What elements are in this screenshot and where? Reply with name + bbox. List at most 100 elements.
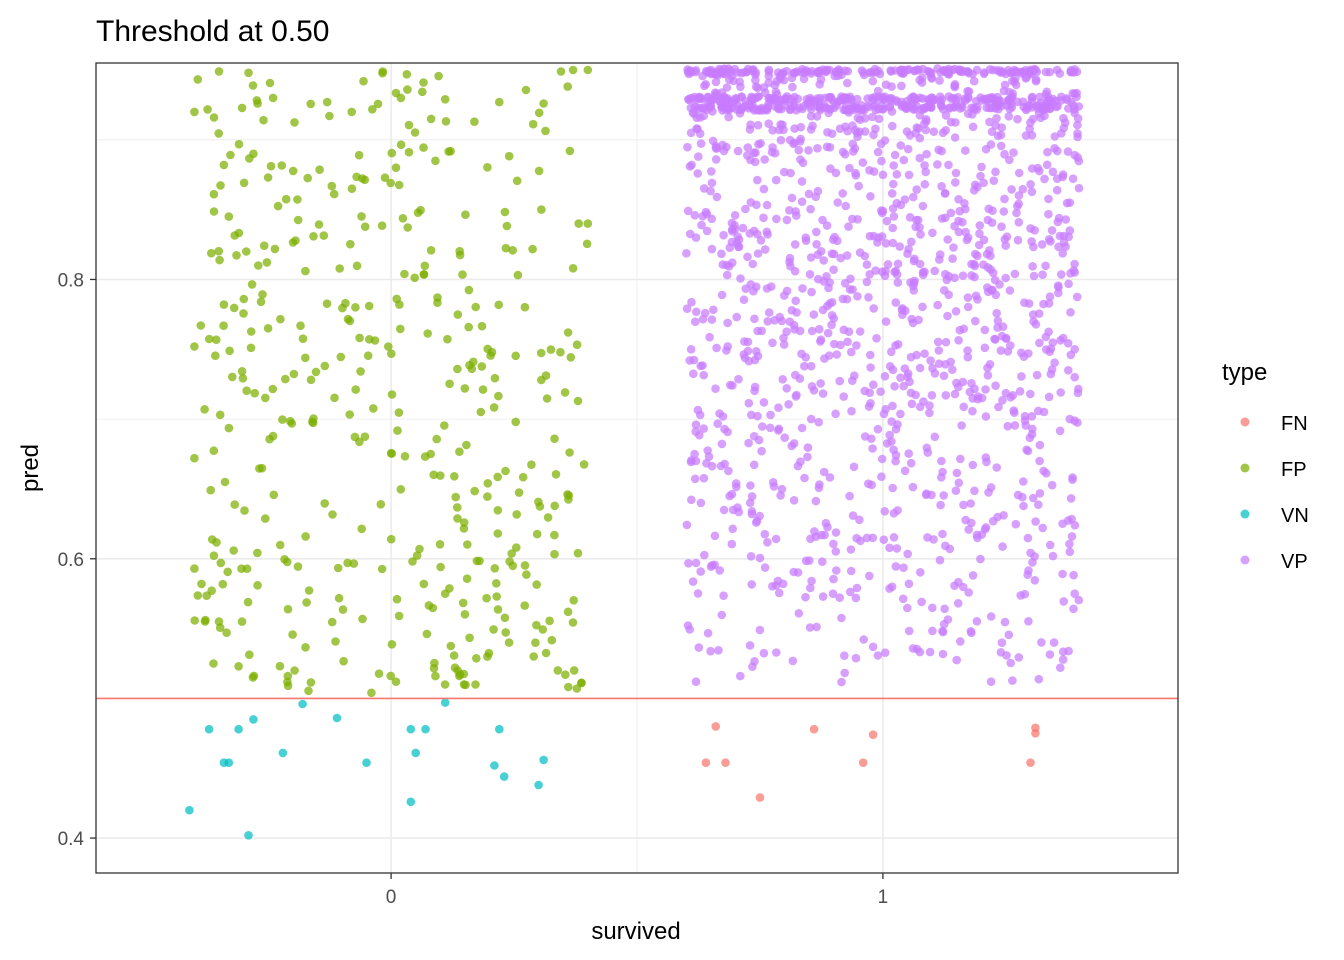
point-vp [872, 334, 881, 343]
point-vp [937, 182, 946, 191]
point-fp [283, 671, 293, 681]
point-vp [999, 86, 1009, 96]
point-vp [958, 582, 968, 592]
point-vp [749, 460, 759, 470]
point-vp [987, 127, 997, 136]
point-fp [237, 103, 247, 113]
point-fp [219, 160, 229, 170]
point-fp [328, 510, 337, 519]
point-vn [298, 699, 307, 709]
point-vp [927, 93, 936, 102]
point-vp [887, 107, 897, 116]
point-vp [706, 186, 715, 196]
point-fp [538, 625, 548, 634]
point-vp [1028, 493, 1038, 503]
point-vp [691, 677, 701, 686]
point-vp [1001, 273, 1010, 283]
point-vp [807, 576, 816, 586]
point-vp [967, 518, 976, 528]
point-vp [840, 150, 850, 159]
point-fp [566, 353, 576, 362]
point-fp [275, 540, 285, 550]
point-fp [483, 479, 493, 488]
point-fp [242, 386, 251, 396]
point-vp [686, 345, 696, 354]
point-vp [881, 317, 891, 326]
point-fp [504, 638, 514, 647]
point-vp [936, 97, 945, 106]
point-vp [1047, 226, 1057, 235]
point-vp [767, 147, 777, 157]
point-vn [219, 758, 229, 767]
point-fp [270, 244, 280, 254]
point-vp [847, 347, 856, 357]
point-vp [820, 530, 829, 540]
point-fp [306, 375, 316, 385]
point-vp [1033, 101, 1043, 110]
point-vp [880, 507, 889, 516]
point-vp [1061, 215, 1071, 224]
point-vp [691, 558, 701, 568]
point-vp [781, 94, 790, 103]
point-fp [287, 419, 297, 428]
point-fp [422, 629, 432, 639]
point-fn [755, 793, 765, 802]
point-fp [249, 149, 258, 159]
point-vp [785, 317, 795, 327]
point-vp [719, 230, 728, 240]
point-vp [743, 252, 752, 262]
point-fp [201, 615, 210, 625]
point-vp [936, 68, 945, 77]
point-vp [707, 461, 717, 471]
point-vp [1052, 174, 1062, 183]
point-vp [810, 527, 819, 536]
point-vp [763, 538, 772, 547]
point-fp [512, 176, 522, 186]
point-vp [686, 128, 696, 138]
point-vp [801, 236, 811, 245]
point-vp [732, 68, 742, 77]
point-fp [387, 148, 397, 158]
legend-label-vp: VP [1281, 551, 1308, 573]
point-vp [730, 221, 739, 230]
point-vp [1056, 336, 1065, 345]
point-vp [968, 406, 977, 416]
point-vp [935, 76, 944, 85]
point-vp [976, 554, 985, 564]
point-vp [959, 500, 968, 510]
point-vp [940, 286, 949, 295]
point-vp [684, 66, 694, 76]
point-fp [542, 394, 552, 403]
point-vp [689, 355, 699, 365]
point-vp [963, 302, 973, 312]
point-vp [812, 112, 822, 121]
panel-border [95, 62, 1179, 874]
point-fp [347, 184, 357, 193]
point-vp [777, 316, 787, 326]
point-vp [759, 83, 769, 92]
point-fp [453, 503, 462, 512]
point-vp [893, 278, 903, 287]
point-vp [954, 478, 964, 488]
point-vp [696, 139, 706, 148]
point-vp [740, 337, 749, 346]
point-fp [282, 557, 292, 567]
point-vp [1049, 638, 1059, 647]
point-vp [760, 529, 770, 539]
point-vp [790, 240, 800, 249]
point-vp [1028, 114, 1038, 124]
point-vp [753, 120, 763, 130]
point-vp [745, 125, 755, 134]
point-vp [1030, 226, 1039, 235]
point-vp [838, 189, 847, 198]
point-vp [990, 334, 999, 344]
point-vp [899, 381, 908, 391]
point-fp [520, 561, 530, 570]
point-fp [520, 302, 530, 312]
point-fp [215, 410, 225, 420]
y-tick-label: 0.6 [58, 550, 84, 571]
point-vp [724, 466, 733, 476]
point-vp [835, 593, 844, 602]
point-fp [243, 597, 253, 607]
point-vp [682, 520, 692, 530]
